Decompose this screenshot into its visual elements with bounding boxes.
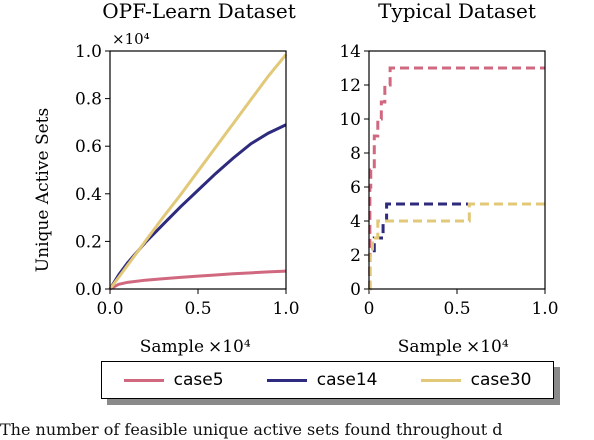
- legend: case5 case14 case30: [101, 361, 554, 399]
- plot-frame: [109, 50, 287, 290]
- plot-frame: [368, 50, 546, 290]
- legend-swatch-case30: [420, 378, 461, 382]
- y-tick-label: 0.4: [75, 185, 102, 205]
- y-tick-label: 8: [350, 144, 361, 164]
- legend-label: case30: [470, 370, 532, 390]
- y-tick-label: 0.0: [75, 280, 102, 300]
- x-axis-label: Sample: [398, 337, 462, 357]
- y-tick-label: 2: [350, 246, 361, 266]
- legend-label: case14: [316, 370, 378, 390]
- x-tick-label: 0.5: [184, 299, 211, 319]
- legend-swatch-case14: [266, 378, 307, 382]
- y-tick-label: 6: [350, 178, 361, 198]
- legend-item-case5: case5: [123, 370, 224, 390]
- figure: OPF-Learn Dataset ×10⁴ Unique Active Set…: [33, 0, 559, 357]
- x-multiplier: ×10⁴: [466, 337, 509, 357]
- legend-label: case5: [173, 370, 224, 390]
- figure-caption: The number of feasible unique active set…: [0, 420, 503, 439]
- series-line-case30: [108, 53, 288, 290]
- y-tick-label: 0.8: [75, 90, 102, 110]
- x-axis-label: Sample: [140, 337, 204, 357]
- panel-opf-learn: OPF-Learn Dataset ×10⁴ Unique Active Set…: [33, 0, 300, 357]
- y-tick-label: 14: [339, 42, 361, 62]
- legend-item-case30: case30: [420, 370, 532, 390]
- x-tick-label: 1.0: [272, 299, 299, 319]
- x-tick-label: 1.0: [531, 299, 558, 319]
- y-axis-label: Unique Active Sets: [33, 108, 53, 272]
- series-line-case14: [108, 123, 287, 290]
- y-tick-label: 12: [339, 76, 361, 96]
- series-line-case14: [368, 202, 545, 291]
- y-multiplier: ×10⁴: [112, 30, 150, 48]
- x-multiplier: ×10⁴: [208, 337, 251, 357]
- legend-item-case14: case14: [266, 370, 378, 390]
- x-tick-label: 0: [364, 299, 375, 319]
- y-tick-label: 0.6: [75, 137, 102, 157]
- y-tick-label: 4: [350, 212, 361, 232]
- y-tick-label: 0.2: [75, 232, 102, 252]
- series-line-case5: [368, 66, 545, 291]
- y-tick-label: 1.0: [75, 42, 102, 62]
- legend-swatch-case5: [123, 378, 164, 382]
- series-line-case5: [109, 269, 287, 291]
- panel-title: OPF-Learn Dataset: [102, 0, 296, 23]
- x-tick-label: 0.0: [96, 299, 123, 319]
- y-tick-label: 10: [339, 110, 361, 130]
- panel-title: Typical Dataset: [378, 0, 536, 23]
- panel-typical: Typical Dataset Sample ×10⁴ 0 2 4 6 8 10 12 14 0…: [339, 0, 558, 357]
- series-line-case30: [368, 202, 545, 291]
- y-tick-label: 0: [350, 280, 361, 300]
- x-tick-label: 0.5: [443, 299, 470, 319]
